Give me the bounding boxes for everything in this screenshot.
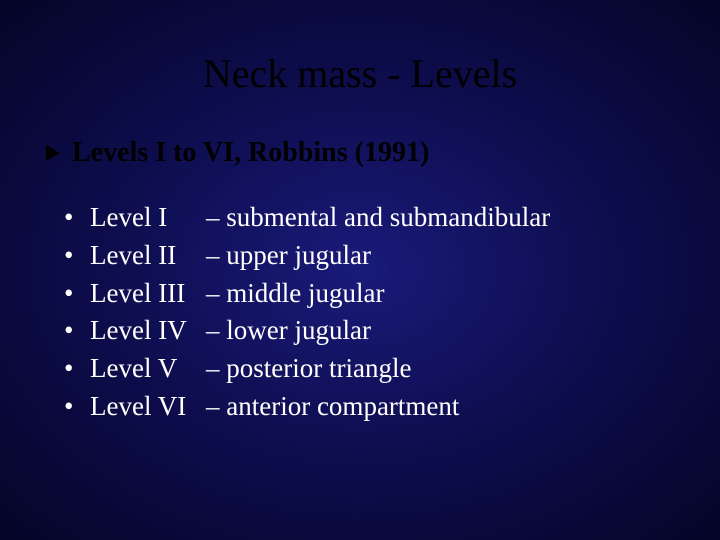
bullet-list: • Level I – submental and submandibular … [64, 199, 670, 426]
level-desc: – anterior compartment [206, 388, 459, 426]
level-label: Level IV [90, 312, 206, 350]
level-desc: – posterior triangle [206, 350, 411, 388]
list-item: • Level I – submental and submandibular [64, 199, 670, 237]
level-desc: – upper jugular [206, 237, 371, 275]
list-item: • Level III – middle jugular [64, 275, 670, 313]
level-label: Level III [90, 275, 206, 313]
slide-title: Neck mass - Levels [50, 50, 670, 97]
bullet-icon: • [64, 275, 90, 313]
bullet-icon: • [64, 350, 90, 388]
level-desc: – lower jugular [206, 312, 371, 350]
level-label: Level VI [90, 388, 206, 426]
bullet-icon: • [64, 312, 90, 350]
heading-text: Levels I to VI, Robbins (1991) [72, 137, 429, 169]
level-label: Level II [90, 237, 206, 275]
slide: Neck mass - Levels Levels I to VI, Robbi… [0, 0, 720, 540]
list-item: • Level V – posterior triangle [64, 350, 670, 388]
arrow-bullet-icon [44, 137, 72, 163]
heading-line: Levels I to VI, Robbins (1991) [44, 137, 670, 169]
level-desc: – submental and submandibular [206, 199, 550, 237]
level-desc: – middle jugular [206, 275, 384, 313]
list-item: • Level II – upper jugular [64, 237, 670, 275]
list-item: • Level IV – lower jugular [64, 312, 670, 350]
level-label: Level I [90, 199, 206, 237]
bullet-icon: • [64, 388, 90, 426]
level-label: Level V [90, 350, 206, 388]
list-item: • Level VI – anterior compartment [64, 388, 670, 426]
bullet-icon: • [64, 237, 90, 275]
bullet-icon: • [64, 199, 90, 237]
